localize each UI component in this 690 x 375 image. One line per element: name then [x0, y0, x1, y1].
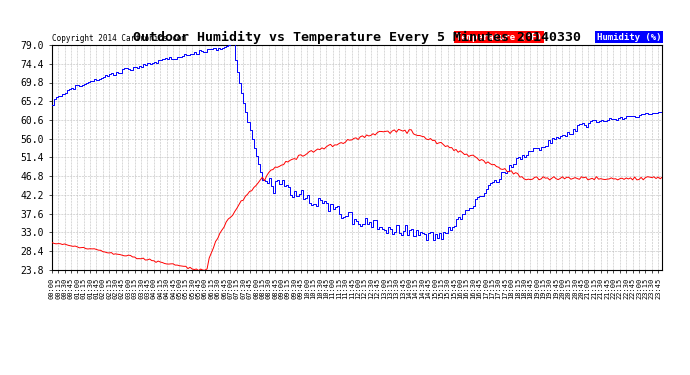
Title: Outdoor Humidity vs Temperature Every 5 Minutes 20140330: Outdoor Humidity vs Temperature Every 5 …	[133, 31, 581, 44]
Text: Humidity (%): Humidity (%)	[597, 33, 661, 42]
Text: Copyright 2014 Cartronics.com: Copyright 2014 Cartronics.com	[52, 34, 186, 43]
Text: Temperature (°F): Temperature (°F)	[456, 33, 542, 42]
